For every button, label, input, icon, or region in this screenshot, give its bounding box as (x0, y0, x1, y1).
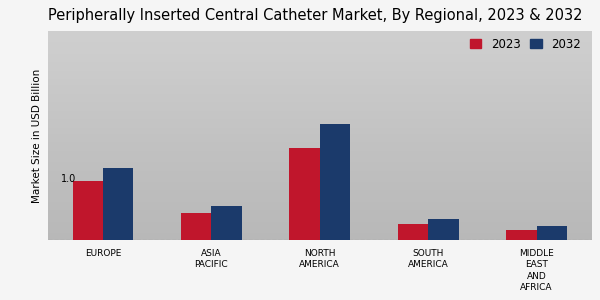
Bar (73, 181, 103, 240)
Bar (289, 148, 320, 240)
Bar (428, 219, 458, 240)
Bar (506, 230, 536, 240)
Text: Peripherally Inserted Central Catheter Market, By Regional, 2023 & 2032: Peripherally Inserted Central Catheter M… (48, 8, 583, 23)
Bar (536, 226, 567, 240)
Text: 1.0: 1.0 (61, 174, 76, 184)
Y-axis label: Market Size in USD Billion: Market Size in USD Billion (32, 69, 43, 203)
Bar (181, 214, 211, 240)
Bar (398, 224, 428, 240)
Bar (320, 124, 350, 240)
Bar (211, 206, 242, 240)
Legend: 2023, 2032: 2023, 2032 (465, 33, 586, 56)
Bar (103, 167, 133, 240)
